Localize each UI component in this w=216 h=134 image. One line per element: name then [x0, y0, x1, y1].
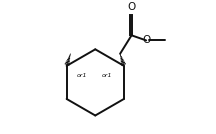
- Text: or1: or1: [77, 73, 87, 78]
- Text: O: O: [142, 35, 150, 45]
- Text: or1: or1: [102, 73, 113, 78]
- Text: O: O: [127, 2, 136, 12]
